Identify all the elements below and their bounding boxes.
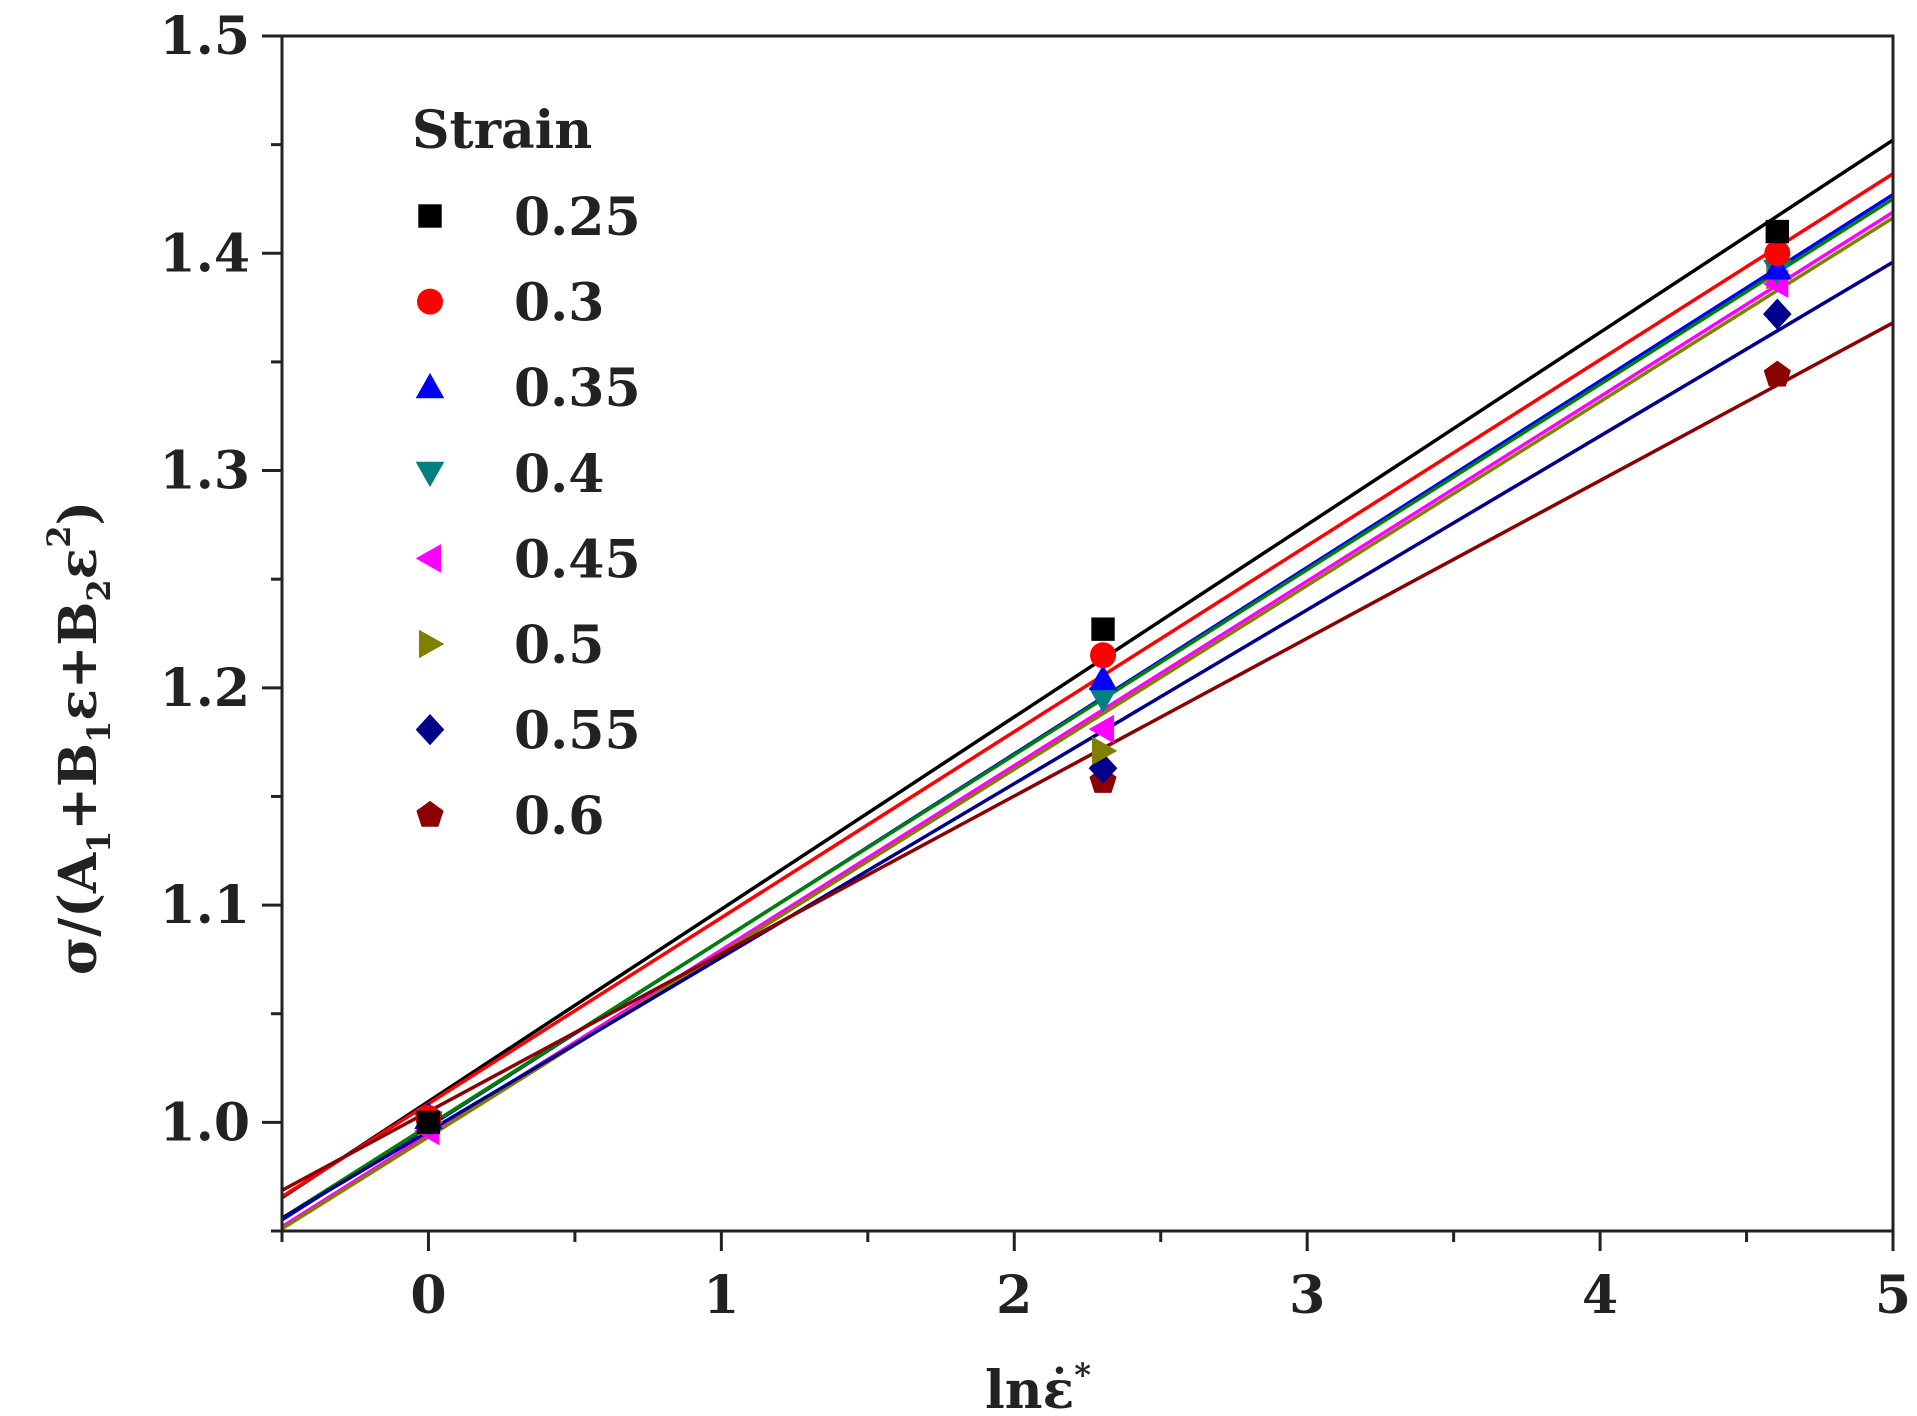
x-axis-title-base: lnε̇ [985,1360,1074,1416]
legend-marker-0-25 [418,204,442,228]
fit-line-0-25 [281,138,1894,1200]
y-tick-label: 1.0 [160,1092,250,1153]
x-axis-title-sup: * [1074,1356,1091,1394]
legend-marker-0-45 [415,544,442,573]
y-title-sigma: σ [48,937,109,975]
fit-line-0-3 [281,172,1894,1199]
plot-frame [280,34,1895,1233]
legend-marker-0-6 [416,800,444,827]
y-tick-label: 1.2 [160,658,250,719]
fit-line-0-55 [281,260,1894,1220]
legend-marker-0-55 [415,714,445,746]
marker-0-55-pt2 [1088,752,1118,784]
marker-0-4-pt2 [1088,687,1118,713]
y-axis-tick-labels: 1.0 1.1 1.2 1.3 1.4 1.5 [160,6,250,1153]
marker-0-35-pt2 [1088,664,1118,691]
legend-label-0-45: 0.45 [514,529,641,590]
legend-label-0-25: 0.25 [514,187,641,248]
y-title-slash: /(A [48,852,109,937]
fit-line-0-6 [281,321,1894,1192]
legend-title: Strain [412,100,592,161]
legend: 0.25 0.3 0.35 0.4 0.45 0.5 0.55 0.6 [415,187,641,847]
legend-label-0-4: 0.4 [514,444,604,505]
y-title-eps1: ε+B [48,602,109,721]
marker-0-3-pt3 [1764,240,1791,267]
legend-label-0-5: 0.5 [514,615,604,676]
marker-0-55-pt3 [1763,298,1792,330]
y-tick-label: 1.5 [160,6,250,67]
x-tick-label: 0 [410,1265,446,1326]
legend-label-0-6: 0.6 [514,786,604,847]
x-tick-label: 5 [1875,1265,1911,1326]
legend-marker-0-35 [415,372,445,399]
y-title-close: ) [48,501,109,526]
marker-0-25-pt3 [1765,219,1790,244]
fit-lines [281,138,1894,1231]
x-axis-title: lnε̇* [985,1356,1091,1416]
x-tick-label: 4 [1582,1265,1618,1326]
marker-0-25-pt2 [1091,617,1115,641]
y-title-sub-b2: 2 [80,579,118,601]
marker-0-25-pt1 [416,1110,441,1135]
y-tick-label: 1.3 [160,441,250,502]
marker-0-35-pt3 [1763,254,1792,280]
x-axis-tick-labels: 0 1 2 3 4 5 [410,1265,1911,1326]
y-axis-ticks [262,34,282,1233]
data-markers [414,219,1792,1146]
marker-0-45-pt2 [1088,714,1115,744]
legend-marker-0-4 [415,461,445,488]
y-tick-label: 1.1 [160,875,250,936]
marker-0-5-pt2 [1091,736,1118,766]
marker-0-3-pt2 [1090,642,1117,669]
fit-line-0-4 [281,197,1894,1220]
legend-label-0-35: 0.35 [514,358,641,419]
legend-marker-0-5 [418,629,445,659]
x-axis-ticks [280,1231,1895,1251]
x-tick-label: 3 [1289,1265,1325,1326]
y-title-sub-b1: 1 [80,721,118,743]
legend-marker-0-3 [417,288,443,315]
y-title-eps2: ε [48,548,109,580]
x-tick-label: 2 [996,1265,1032,1326]
legend-label-0-3: 0.3 [514,273,604,334]
y-title-plus-b: +B [48,743,109,831]
legend-label-0-55: 0.55 [514,701,641,762]
y-axis-title: σ/(A1+B1ε+B2ε2) [40,501,118,975]
marker-0-6-pt3 [1763,360,1791,387]
x-tick-label: 1 [703,1265,739,1326]
y-tick-label: 1.4 [160,223,250,284]
y-title-sub-a: 1 [80,831,118,853]
y-title-sup: 2 [40,525,78,547]
